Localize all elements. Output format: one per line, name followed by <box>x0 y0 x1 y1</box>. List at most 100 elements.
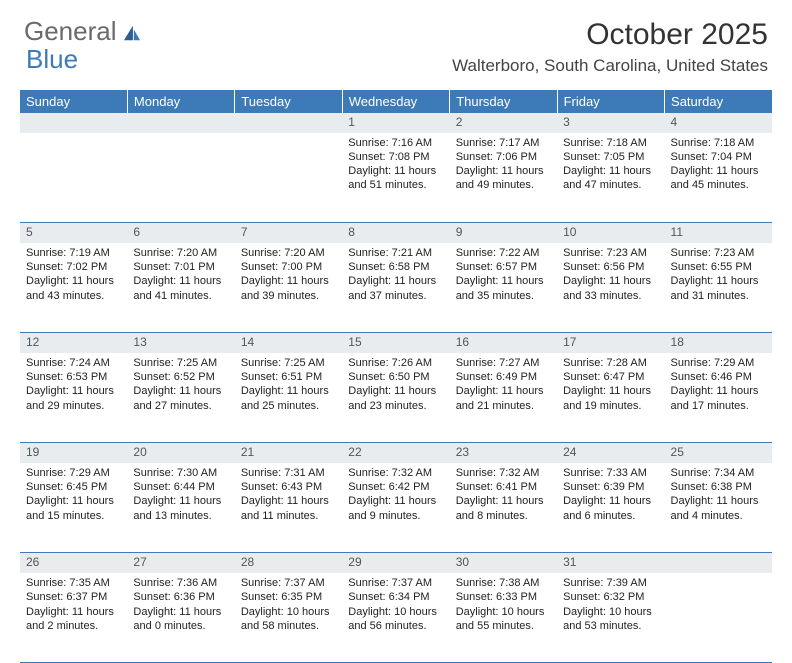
day-ss: Sunset: 6:41 PM <box>456 480 551 494</box>
day-sr: Sunrise: 7:32 AM <box>456 466 551 480</box>
day-d1: Daylight: 11 hours <box>456 384 551 398</box>
day-body-cell: Sunrise: 7:18 AMSunset: 7:05 PMDaylight:… <box>557 133 664 223</box>
day-ss: Sunset: 6:58 PM <box>348 260 443 274</box>
daynum-row: 567891011 <box>20 223 772 243</box>
day-number-cell <box>127 113 234 133</box>
day-d2: and 56 minutes. <box>348 619 443 633</box>
day-sr: Sunrise: 7:29 AM <box>671 356 766 370</box>
day-d1: Daylight: 11 hours <box>456 274 551 288</box>
day-number-cell: 11 <box>665 223 772 243</box>
day-number-cell: 13 <box>127 333 234 353</box>
day-d1: Daylight: 11 hours <box>26 274 121 288</box>
day-ss: Sunset: 6:46 PM <box>671 370 766 384</box>
day-d2: and 25 minutes. <box>241 399 336 413</box>
day-sr: Sunrise: 7:37 AM <box>241 576 336 590</box>
day-number-cell: 30 <box>450 553 557 573</box>
title-block: October 2025 Walterboro, South Carolina,… <box>452 18 768 76</box>
day-body-cell: Sunrise: 7:31 AMSunset: 6:43 PMDaylight:… <box>235 463 342 553</box>
day-d2: and 23 minutes. <box>348 399 443 413</box>
daynum-row: 262728293031 <box>20 553 772 573</box>
day-d2: and 27 minutes. <box>133 399 228 413</box>
day-sr: Sunrise: 7:31 AM <box>241 466 336 480</box>
day-sr: Sunrise: 7:32 AM <box>348 466 443 480</box>
day-sr: Sunrise: 7:28 AM <box>563 356 658 370</box>
day-number-cell: 25 <box>665 443 772 463</box>
day-d2: and 8 minutes. <box>456 509 551 523</box>
day-ss: Sunset: 7:04 PM <box>671 150 766 164</box>
day-number-cell: 21 <box>235 443 342 463</box>
day-number-cell: 28 <box>235 553 342 573</box>
day-d2: and 29 minutes. <box>26 399 121 413</box>
weekday-header: Saturday <box>665 90 772 113</box>
day-number-cell: 22 <box>342 443 449 463</box>
day-body-cell <box>235 133 342 223</box>
day-sr: Sunrise: 7:26 AM <box>348 356 443 370</box>
weekday-header: Sunday <box>20 90 127 113</box>
logo-text-general: General <box>24 16 117 46</box>
day-ss: Sunset: 6:53 PM <box>26 370 121 384</box>
day-body-cell: Sunrise: 7:30 AMSunset: 6:44 PMDaylight:… <box>127 463 234 553</box>
day-body-cell: Sunrise: 7:20 AMSunset: 7:00 PMDaylight:… <box>235 243 342 333</box>
day-d2: and 19 minutes. <box>563 399 658 413</box>
day-sr: Sunrise: 7:18 AM <box>671 136 766 150</box>
day-number-cell: 1 <box>342 113 449 133</box>
day-body-cell: Sunrise: 7:23 AMSunset: 6:56 PMDaylight:… <box>557 243 664 333</box>
day-sr: Sunrise: 7:17 AM <box>456 136 551 150</box>
day-body-row: Sunrise: 7:24 AMSunset: 6:53 PMDaylight:… <box>20 353 772 443</box>
day-sr: Sunrise: 7:30 AM <box>133 466 228 480</box>
day-d2: and 15 minutes. <box>26 509 121 523</box>
day-d2: and 43 minutes. <box>26 289 121 303</box>
day-body-cell: Sunrise: 7:19 AMSunset: 7:02 PMDaylight:… <box>20 243 127 333</box>
day-d1: Daylight: 11 hours <box>348 274 443 288</box>
day-body-row: Sunrise: 7:19 AMSunset: 7:02 PMDaylight:… <box>20 243 772 333</box>
day-sr: Sunrise: 7:25 AM <box>241 356 336 370</box>
day-body-cell: Sunrise: 7:17 AMSunset: 7:06 PMDaylight:… <box>450 133 557 223</box>
logo-text-blue: Blue <box>26 44 78 74</box>
weekday-header-row: Sunday Monday Tuesday Wednesday Thursday… <box>20 90 772 113</box>
day-body-cell: Sunrise: 7:36 AMSunset: 6:36 PMDaylight:… <box>127 573 234 663</box>
day-ss: Sunset: 6:55 PM <box>671 260 766 274</box>
weekday-header: Wednesday <box>342 90 449 113</box>
day-d1: Daylight: 11 hours <box>133 494 228 508</box>
day-body-cell: Sunrise: 7:27 AMSunset: 6:49 PMDaylight:… <box>450 353 557 443</box>
day-number-cell: 12 <box>20 333 127 353</box>
day-ss: Sunset: 6:43 PM <box>241 480 336 494</box>
day-ss: Sunset: 6:35 PM <box>241 590 336 604</box>
day-number-cell: 27 <box>127 553 234 573</box>
day-ss: Sunset: 6:42 PM <box>348 480 443 494</box>
day-d1: Daylight: 11 hours <box>241 384 336 398</box>
day-number-cell: 14 <box>235 333 342 353</box>
day-d1: Daylight: 11 hours <box>348 164 443 178</box>
day-ss: Sunset: 6:36 PM <box>133 590 228 604</box>
day-d1: Daylight: 11 hours <box>348 494 443 508</box>
day-sr: Sunrise: 7:38 AM <box>456 576 551 590</box>
day-body-cell <box>127 133 234 223</box>
day-body-cell: Sunrise: 7:22 AMSunset: 6:57 PMDaylight:… <box>450 243 557 333</box>
day-body-cell: Sunrise: 7:23 AMSunset: 6:55 PMDaylight:… <box>665 243 772 333</box>
day-d1: Daylight: 11 hours <box>563 164 658 178</box>
day-ss: Sunset: 6:45 PM <box>26 480 121 494</box>
day-number-cell <box>235 113 342 133</box>
day-number-cell: 18 <box>665 333 772 353</box>
day-ss: Sunset: 6:56 PM <box>563 260 658 274</box>
day-ss: Sunset: 7:05 PM <box>563 150 658 164</box>
day-ss: Sunset: 6:52 PM <box>133 370 228 384</box>
day-d1: Daylight: 11 hours <box>563 384 658 398</box>
day-d1: Daylight: 11 hours <box>671 274 766 288</box>
day-d1: Daylight: 11 hours <box>241 494 336 508</box>
day-number-cell <box>665 553 772 573</box>
day-number-cell: 19 <box>20 443 127 463</box>
day-body-cell: Sunrise: 7:25 AMSunset: 6:52 PMDaylight:… <box>127 353 234 443</box>
day-sr: Sunrise: 7:23 AM <box>671 246 766 260</box>
day-body-row: Sunrise: 7:29 AMSunset: 6:45 PM Daylight:… <box>20 463 772 553</box>
day-d2: and 58 minutes. <box>241 619 336 633</box>
day-sr: Sunrise: 7:29 AM <box>26 466 121 480</box>
location: Walterboro, South Carolina, United State… <box>452 56 768 76</box>
day-d2: and 4 minutes. <box>671 509 766 523</box>
day-number-cell: 4 <box>665 113 772 133</box>
day-number-cell: 2 <box>450 113 557 133</box>
day-d1: Daylight: 11 hours <box>563 274 658 288</box>
day-sr: Sunrise: 7:37 AM <box>348 576 443 590</box>
day-d2: and 9 minutes. <box>348 509 443 523</box>
day-body-cell: Sunrise: 7:18 AMSunset: 7:04 PMDaylight:… <box>665 133 772 223</box>
